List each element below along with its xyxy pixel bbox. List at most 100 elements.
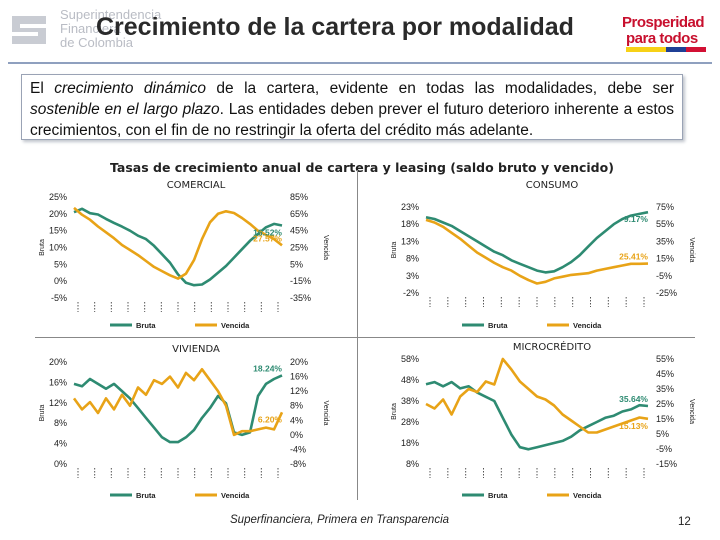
legend-label: Vencida — [221, 491, 250, 500]
right-axis-tick-label: 0% — [290, 430, 303, 440]
chart-group-title: Tasas de crecimiento anual de cartera y … — [110, 160, 614, 175]
right-axis-tick-label: 25% — [656, 399, 674, 409]
left-axis-title: Bruta — [39, 239, 46, 256]
left-axis-tick-label: 20% — [49, 209, 67, 219]
chart-title: VIVIENDA — [172, 344, 220, 355]
right-axis-tick-label: 45% — [656, 369, 674, 379]
series-line-vencida — [73, 206, 283, 280]
series-line-vencida — [425, 357, 649, 434]
left-axis-tick-label: -5% — [51, 293, 67, 303]
right-axis-tick-label: 5% — [656, 429, 669, 439]
intro-text-box: El crecimiento dinámico de la cartera, e… — [21, 74, 683, 140]
page-number: 12 — [678, 516, 691, 528]
right-axis-tick-label: -15% — [290, 276, 311, 286]
left-axis-tick-label: 15% — [49, 226, 67, 236]
left-axis-tick-label: 4% — [54, 439, 67, 449]
title-underline — [8, 62, 712, 64]
right-axis-tick-label: 75% — [656, 202, 674, 212]
logo-text: Superintendencia Financiera de Colombia — [60, 8, 161, 50]
legend-label: Bruta — [488, 321, 508, 330]
left-axis-tick-label: 28% — [401, 417, 419, 427]
intro-emphasis2: sostenible en el largo plazo — [30, 101, 220, 118]
right-axis-tick-label: 55% — [656, 354, 674, 364]
right-axis-tick-label: 15% — [656, 254, 674, 264]
horizontal-divider — [35, 337, 695, 338]
left-axis-tick-label: 38% — [401, 396, 419, 406]
left-axis-title: Bruta — [391, 403, 398, 420]
right-axis-tick-label: -25% — [656, 288, 677, 298]
left-axis-tick-label: 16% — [49, 377, 67, 387]
legend-label: Bruta — [488, 491, 508, 500]
chart-title: COMERCIAL — [167, 180, 226, 191]
chart-panel-comercial: COMERCIAL 25% 20% 15% 10% 5% 0% -5% 85% 65% 45% 25%… — [36, 178, 354, 336]
left-axis-title: Bruta — [39, 405, 46, 422]
right-axis-tick-label: 65% — [290, 209, 308, 219]
prosperidad-logo-line1: Prosperidad — [622, 14, 705, 31]
right-axis-tick-label: -8% — [290, 459, 306, 469]
left-axis-tick-label: 0% — [54, 276, 67, 286]
left-axis-tick-label: 12% — [49, 398, 67, 408]
chart-panel-vivienda: VIVIENDA 20% 16% 12% 8% 4% 0% 20% 16% 12% 8% 4% 0% -4… — [36, 340, 354, 505]
logo-line-2: Financiera — [60, 21, 121, 36]
series-line-vencida — [72, 367, 284, 437]
chart-title: MICROCRÉDITO — [513, 340, 591, 353]
right-axis-tick-label: 55% — [656, 219, 674, 229]
right-axis-tick-label: -4% — [290, 444, 306, 454]
left-axis-tick-label: 10% — [49, 243, 67, 253]
data-annotation: 9.17% — [624, 214, 649, 224]
left-axis-tick-label: 13% — [401, 236, 419, 246]
chart-panel-microcredito: MICROCRÉDITO 58% 48% 38% 28% 18% 8% 55% 45% 35% 25… — [362, 340, 695, 505]
right-axis-tick-label: 20% — [290, 357, 308, 367]
right-axis-tick-label: -15% — [656, 459, 677, 469]
legend-label: Bruta — [136, 321, 156, 330]
data-annotation: 25.41% — [619, 252, 648, 262]
right-axis-tick-label: 15% — [656, 414, 674, 424]
right-axis-tick-label: -5% — [656, 271, 672, 281]
left-axis-tick-label: 20% — [49, 357, 67, 367]
series-line-bruta — [425, 380, 649, 451]
left-axis-tick-label: 25% — [49, 192, 67, 202]
left-axis-tick-label: 23% — [401, 202, 419, 212]
prosperidad-logo-line2: para todos — [626, 30, 698, 47]
left-axis-tick-label: 48% — [401, 375, 419, 385]
right-axis-tick-label: -5% — [656, 444, 672, 454]
data-annotation: 18.24% — [253, 363, 282, 373]
superfinanciera-logo: Superintendencia Financiera de Colombia — [8, 6, 168, 52]
vertical-divider — [357, 170, 358, 500]
left-axis-tick-label: 0% — [54, 459, 67, 469]
right-axis-title: Vencida — [688, 238, 695, 263]
chart-consumo: CONSUMO 23% 18% 13% 8% 3% -2% 75% 55% 35% 15% -5% -2… — [391, 180, 695, 330]
page-title: Crecimiento de la cartera por modalidad — [96, 13, 574, 41]
right-axis-tick-label: 8% — [290, 401, 303, 411]
intro-part2: de la cartera, evidente en todas las mod… — [205, 80, 675, 97]
series-line-vencida — [425, 218, 649, 285]
left-axis-tick-label: 5% — [54, 259, 67, 269]
chart-comercial: COMERCIAL 25% 20% 15% 10% 5% 0% -5% 85% 65% 45% 25%… — [39, 180, 329, 330]
right-axis-tick-label: -35% — [290, 293, 311, 303]
left-axis-tick-label: 18% — [401, 438, 419, 448]
logo-line-1: Superintendencia — [60, 7, 162, 22]
footer-text: Superfinanciera, Primera en Transparenci… — [230, 514, 450, 526]
left-axis-tick-label: 8% — [54, 418, 67, 428]
series-line-bruta — [425, 210, 649, 274]
data-annotation: 27.57% — [253, 233, 282, 243]
left-axis-tick-label: 8% — [406, 459, 419, 469]
left-axis-tick-label: 8% — [406, 254, 419, 264]
data-annotation: 15.13% — [619, 421, 648, 431]
right-axis-tick-label: 35% — [656, 236, 674, 246]
data-annotation: 6.20% — [258, 414, 283, 424]
left-axis-title: Bruta — [391, 242, 398, 259]
chart-panel-consumo: CONSUMO 23% 18% 13% 8% 3% -2% 75% 55% 35% 15% -5% -2… — [362, 178, 695, 336]
data-annotation: 16.52% — [253, 228, 282, 238]
superfinanciera-emblem-icon — [12, 16, 46, 44]
prosperidad-logo: Prosperidad para todos — [618, 10, 714, 54]
right-axis-tick-label: 35% — [656, 384, 674, 394]
right-axis-tick-label: 25% — [290, 243, 308, 253]
intro-part1: El — [30, 80, 55, 97]
right-axis-tick-label: 4% — [290, 415, 303, 425]
right-axis-tick-label: 12% — [290, 386, 308, 396]
legend-label: Vencida — [573, 491, 602, 500]
right-axis-title: Vencida — [688, 399, 695, 424]
right-axis-tick-label: 85% — [290, 192, 308, 202]
legend-label: Bruta — [136, 491, 156, 500]
